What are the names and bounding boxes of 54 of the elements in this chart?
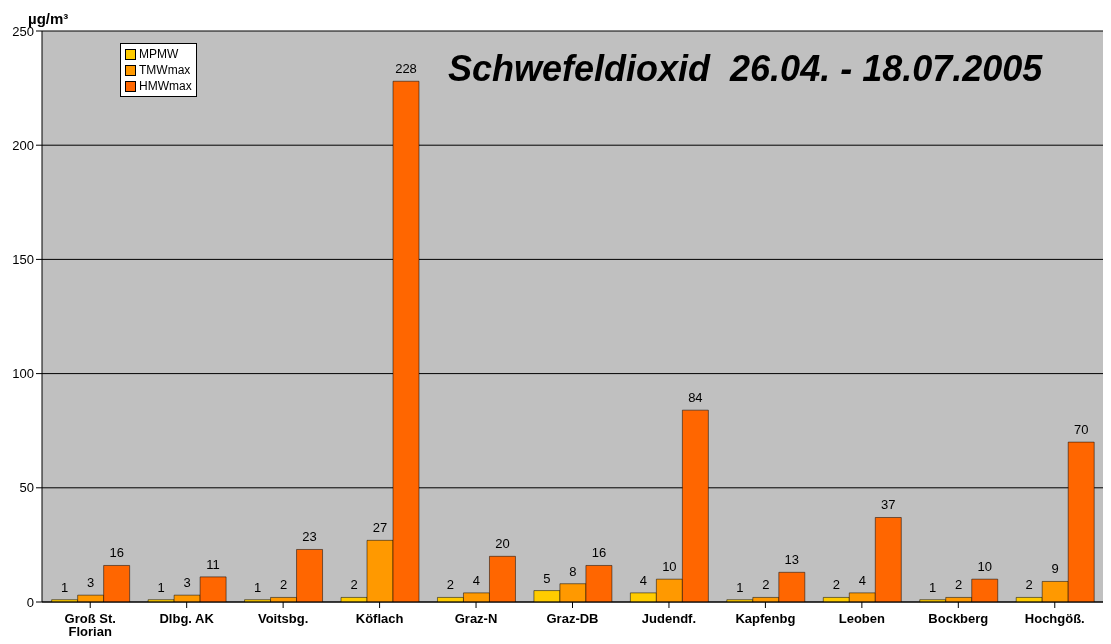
data-label: 2 bbox=[1025, 577, 1033, 593]
legend-label: HMWmax bbox=[138, 78, 192, 94]
data-label: 10 bbox=[977, 559, 992, 575]
data-label: 5 bbox=[543, 570, 551, 586]
legend-label: TMWmax bbox=[138, 62, 192, 78]
data-label: 11 bbox=[206, 556, 220, 572]
data-label: 1 bbox=[929, 579, 937, 595]
x-tick-label: Köflach bbox=[355, 611, 404, 627]
data-label: 23 bbox=[302, 529, 317, 545]
data-label: 10 bbox=[662, 559, 677, 575]
data-label: 4 bbox=[472, 572, 481, 588]
data-label: 4 bbox=[858, 572, 866, 588]
x-tick-label: Graz-DB bbox=[546, 611, 599, 627]
data-label: 3 bbox=[87, 575, 95, 591]
data-label: 20 bbox=[495, 536, 510, 552]
data-label: 70 bbox=[1073, 422, 1089, 438]
data-label: 2 bbox=[955, 577, 963, 593]
legend-label: MPMW bbox=[138, 46, 180, 62]
data-label: 1 bbox=[61, 579, 69, 595]
x-tick-label: Graz-N bbox=[454, 611, 498, 627]
x-tick-label: Hochgöß. bbox=[1024, 611, 1085, 627]
data-label: 2 bbox=[279, 577, 288, 593]
y-axis-title: µg/m³ bbox=[28, 10, 69, 27]
data-label: 9 bbox=[1051, 561, 1059, 577]
x-tick-label: Voitsbg. bbox=[257, 611, 309, 627]
y-tick-label: 100 bbox=[12, 366, 34, 382]
y-tick-label: 200 bbox=[12, 137, 34, 153]
data-label: 3 bbox=[183, 575, 191, 591]
data-label: 228 bbox=[395, 61, 417, 77]
x-tick-label: Kapfenbg bbox=[735, 611, 796, 627]
data-label: 8 bbox=[569, 563, 577, 579]
data-label: 4 bbox=[639, 572, 647, 588]
y-tick-label: 150 bbox=[12, 252, 34, 268]
y-tick-label: 0 bbox=[26, 594, 34, 610]
data-label: 37 bbox=[881, 497, 896, 513]
data-label: 2 bbox=[832, 577, 840, 593]
data-label: 1 bbox=[157, 579, 165, 595]
data-label: 2 bbox=[762, 577, 770, 593]
x-tick-label: Dlbg. AK bbox=[159, 611, 215, 627]
data-label: 1 bbox=[736, 579, 744, 595]
text: Schwefeldioxid 26.04. - 18.07.2005 bbox=[448, 48, 1043, 90]
y-tick-label: 50 bbox=[19, 480, 34, 496]
x-tick-label: Judendf. bbox=[641, 611, 697, 627]
data-label: 2 bbox=[446, 577, 455, 593]
data-label: 1 bbox=[253, 579, 262, 595]
data-label: 27 bbox=[372, 520, 388, 536]
x-tick-label: Leoben bbox=[838, 611, 886, 627]
x-tick-label: Bockberg bbox=[928, 611, 989, 627]
x-tick-label: Groß St. Florian bbox=[64, 611, 116, 640]
data-label: 16 bbox=[109, 545, 124, 561]
data-label: 84 bbox=[688, 390, 703, 406]
data-label: 16 bbox=[591, 545, 607, 561]
data-label: 2 bbox=[350, 577, 358, 593]
data-label: 13 bbox=[784, 552, 800, 568]
